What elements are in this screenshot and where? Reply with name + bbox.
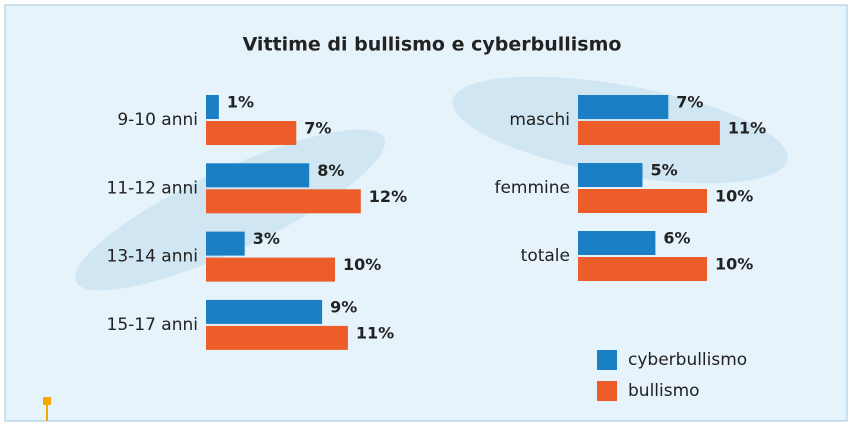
bar [578,95,668,119]
category-label: 13-14 anni [107,247,199,267]
category-label: 11-12 anni [107,178,199,198]
bar [206,121,296,145]
value-label: 10% [343,255,381,274]
value-label: 3% [253,229,280,248]
legend-label: bullismo [628,381,700,401]
value-label: 10% [715,187,753,206]
bar [578,189,707,213]
bar [206,300,322,324]
value-label: 11% [356,323,394,342]
marker [43,397,51,405]
category-label: 15-17 anni [107,315,199,335]
bar [206,95,219,119]
category-label: totale [521,246,570,266]
bar [578,163,643,187]
legend-label: cyberbullismo [628,350,747,370]
value-label: 10% [715,255,753,274]
value-label: 9% [330,297,357,316]
value-label: 5% [651,161,678,180]
bar [206,232,245,256]
value-label: 11% [728,119,766,138]
chart: Vittime di bullismo e cyberbullismo 9-10… [0,0,852,426]
bar [206,326,348,350]
legend-swatch [597,381,617,401]
value-label: 7% [676,93,703,112]
bar [206,189,361,213]
bar [206,258,335,282]
bar [206,163,309,187]
value-label: 7% [304,119,331,138]
bar [578,257,707,281]
value-label: 12% [369,187,407,206]
category-label: maschi [509,110,570,130]
legend-swatch [597,350,617,370]
bar [578,231,655,255]
category-label: femmine [494,178,570,198]
value-label: 8% [317,161,344,180]
value-label: 6% [663,229,690,248]
chart-title: Vittime di bullismo e cyberbullismo [243,34,622,56]
bar [578,121,720,145]
category-label: 9-10 anni [117,110,198,130]
value-label: 1% [227,93,254,112]
